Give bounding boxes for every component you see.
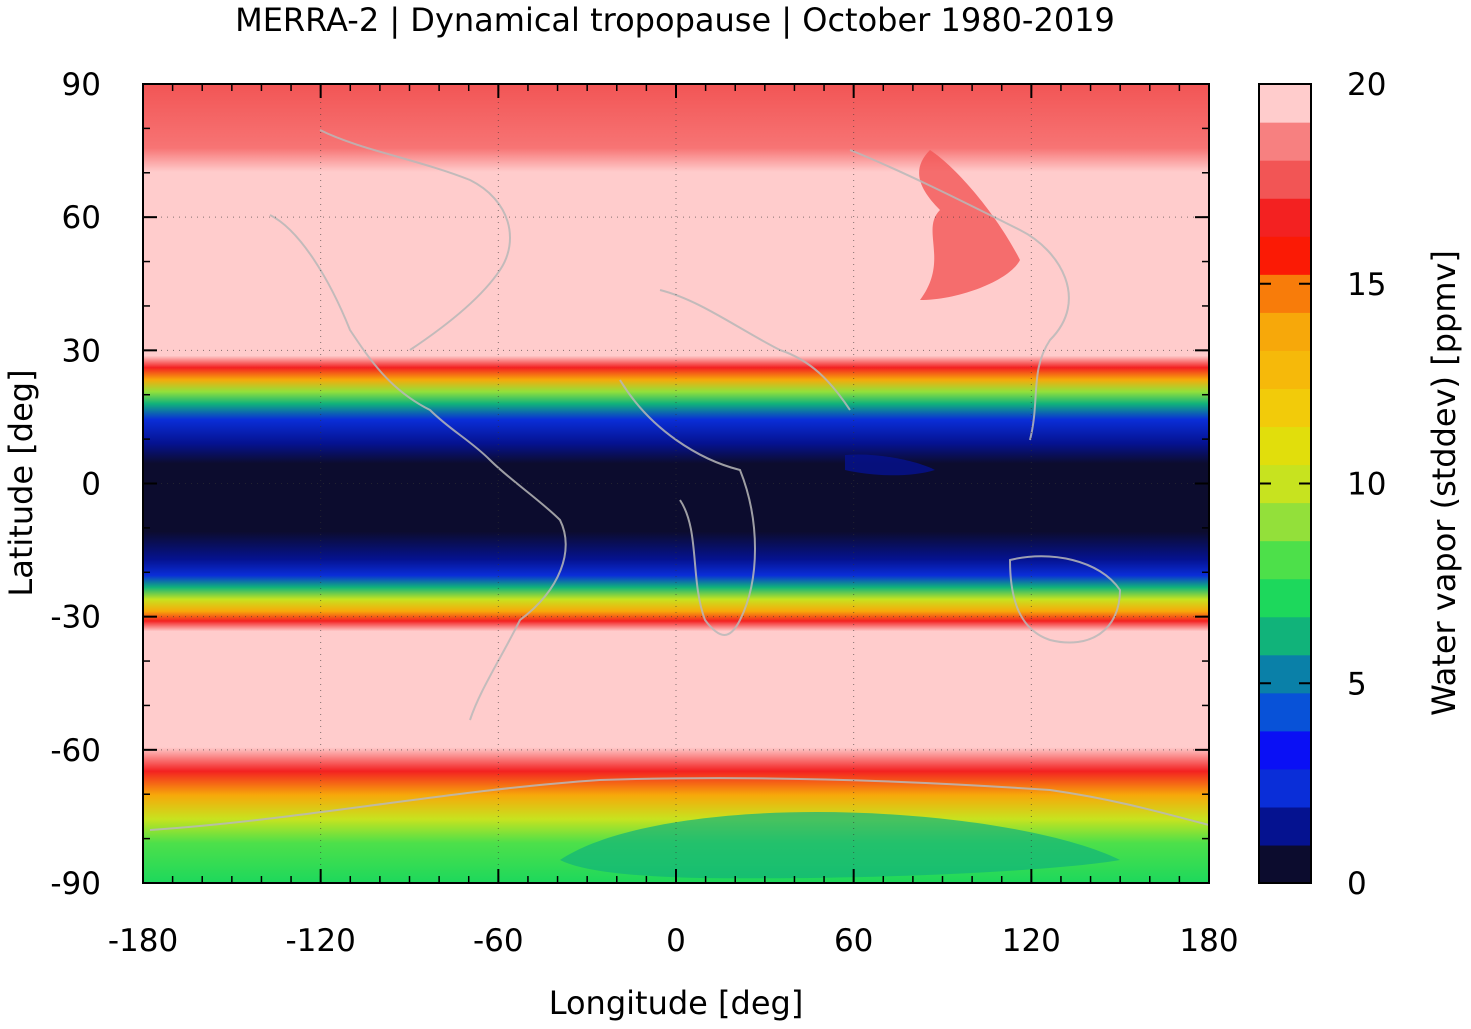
colorbar-ticks: 20 15 10 5 0 bbox=[1259, 67, 1386, 902]
y-axis-ticks: 90 60 30 0 -30 -60 -90 bbox=[50, 67, 1209, 902]
colorbar-level bbox=[1259, 768, 1311, 808]
colorbar-level bbox=[1259, 122, 1311, 161]
grid-lines bbox=[143, 84, 1209, 883]
y-tick-label: -90 bbox=[50, 866, 101, 902]
colorbar-tick-label: 5 bbox=[1347, 666, 1367, 702]
x-tick-label: -60 bbox=[473, 923, 524, 959]
indian-ocean-plume bbox=[845, 454, 935, 476]
y-axis-label: Latitude [deg] bbox=[2, 369, 40, 596]
y-tick-label: -60 bbox=[50, 733, 101, 769]
colorbar bbox=[1259, 84, 1311, 884]
x-axis-label: Longitude [deg] bbox=[549, 984, 804, 1022]
colorbar-level bbox=[1259, 274, 1311, 313]
colorbar-tick-label: 0 bbox=[1347, 866, 1367, 902]
colorbar-level bbox=[1259, 312, 1311, 351]
colorbar-level bbox=[1259, 236, 1311, 275]
colorbar-level bbox=[1259, 350, 1311, 389]
y-tick-label: 0 bbox=[81, 467, 101, 503]
y-tick-label: 90 bbox=[62, 67, 101, 103]
arctic-high-variability-region bbox=[919, 150, 1020, 300]
colorbar-level bbox=[1259, 426, 1311, 466]
colorbar-level bbox=[1259, 540, 1311, 580]
colorbar-level bbox=[1259, 84, 1311, 123]
x-tick-label: 60 bbox=[834, 923, 873, 959]
x-axis-ticks: -180 -120 -60 0 60 120 180 bbox=[108, 84, 1239, 959]
colorbar-level bbox=[1259, 616, 1311, 656]
colorbar-level bbox=[1259, 160, 1311, 199]
colorbar-label: Water vapor (stddev) [ppmv] bbox=[1425, 250, 1463, 716]
x-tick-label: 0 bbox=[666, 923, 686, 959]
colorbar-level bbox=[1259, 692, 1311, 732]
colorbar-level bbox=[1259, 730, 1311, 770]
colorbar-level bbox=[1259, 844, 1311, 884]
x-tick-label: -120 bbox=[285, 923, 355, 959]
x-tick-label: 120 bbox=[1002, 923, 1061, 959]
x-tick-label: -180 bbox=[108, 923, 178, 959]
colorbar-level bbox=[1259, 654, 1311, 694]
colorbar-level bbox=[1259, 806, 1311, 846]
colorbar-level bbox=[1259, 198, 1311, 237]
chart-title: MERRA-2 | Dynamical tropopause | October… bbox=[235, 1, 1115, 39]
colorbar-tick-label: 20 bbox=[1347, 67, 1386, 103]
colorbar-tick-label: 15 bbox=[1347, 267, 1386, 303]
colorbar-level bbox=[1259, 502, 1311, 542]
y-tick-label: -30 bbox=[50, 600, 101, 636]
y-tick-label: 30 bbox=[62, 333, 101, 369]
x-tick-label: 180 bbox=[1179, 923, 1238, 959]
colorbar-level bbox=[1259, 578, 1311, 618]
colorbar-tick-label: 10 bbox=[1347, 467, 1386, 503]
colorbar-level bbox=[1259, 388, 1311, 428]
antarctic-low-variability-region bbox=[560, 812, 1120, 879]
y-tick-label: 60 bbox=[62, 200, 101, 236]
